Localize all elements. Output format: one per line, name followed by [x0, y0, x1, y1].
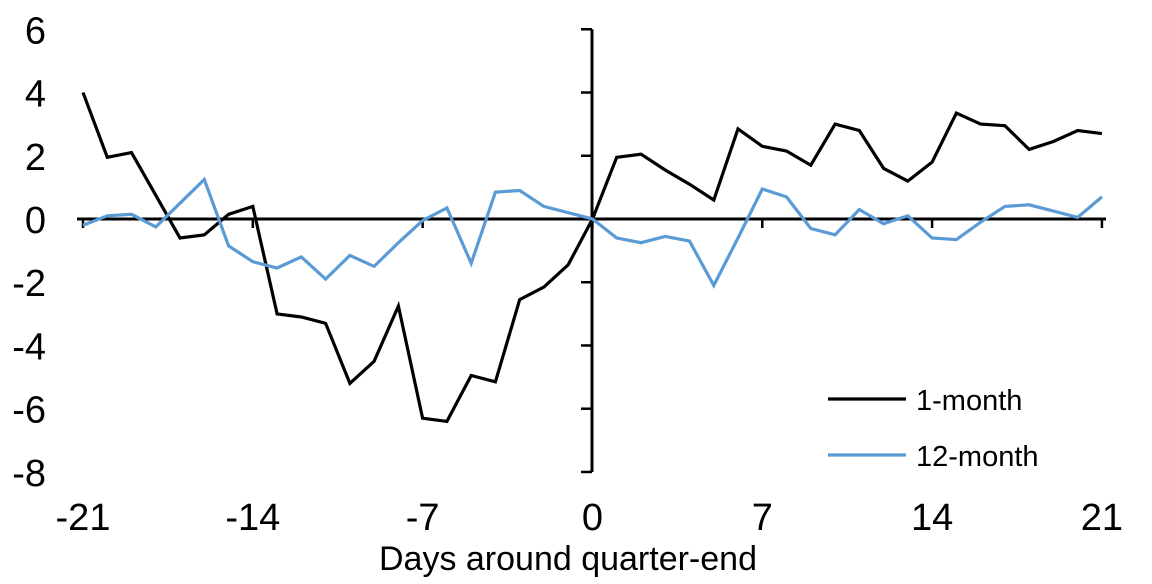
x-tick-label: 7: [752, 497, 773, 539]
y-tick-label: 6: [25, 10, 46, 52]
y-tick-label: 4: [25, 74, 46, 116]
x-tick-label: 0: [582, 497, 603, 539]
y-tick-label: 2: [25, 137, 46, 179]
series-line-12-month: [82, 176, 1103, 289]
x-axis-title: Days around quarter-end: [379, 540, 757, 578]
x-tick-label: -21: [56, 497, 111, 539]
y-tick-label: -4: [12, 326, 46, 368]
y-tick-label: -8: [12, 453, 46, 495]
x-tick-label: -7: [406, 497, 440, 539]
axes: -21 -14 -7 0 7 14 21 6 4 2 0 -2 -4 -6 -8: [12, 10, 1123, 539]
x-tick-label: 21: [1081, 497, 1123, 539]
data-series: [81, 91, 1103, 424]
x-tick-label: 14: [911, 497, 953, 539]
y-tick-label: -2: [12, 263, 46, 305]
y-tick-label: -6: [12, 390, 46, 432]
legend: 1-month 12-month: [828, 385, 1039, 473]
legend-label-1-month: 1-month: [916, 385, 1022, 417]
legend-label-12-month: 12-month: [916, 441, 1039, 473]
x-tick-label: -14: [225, 497, 280, 539]
y-tick-label: 0: [25, 200, 46, 242]
